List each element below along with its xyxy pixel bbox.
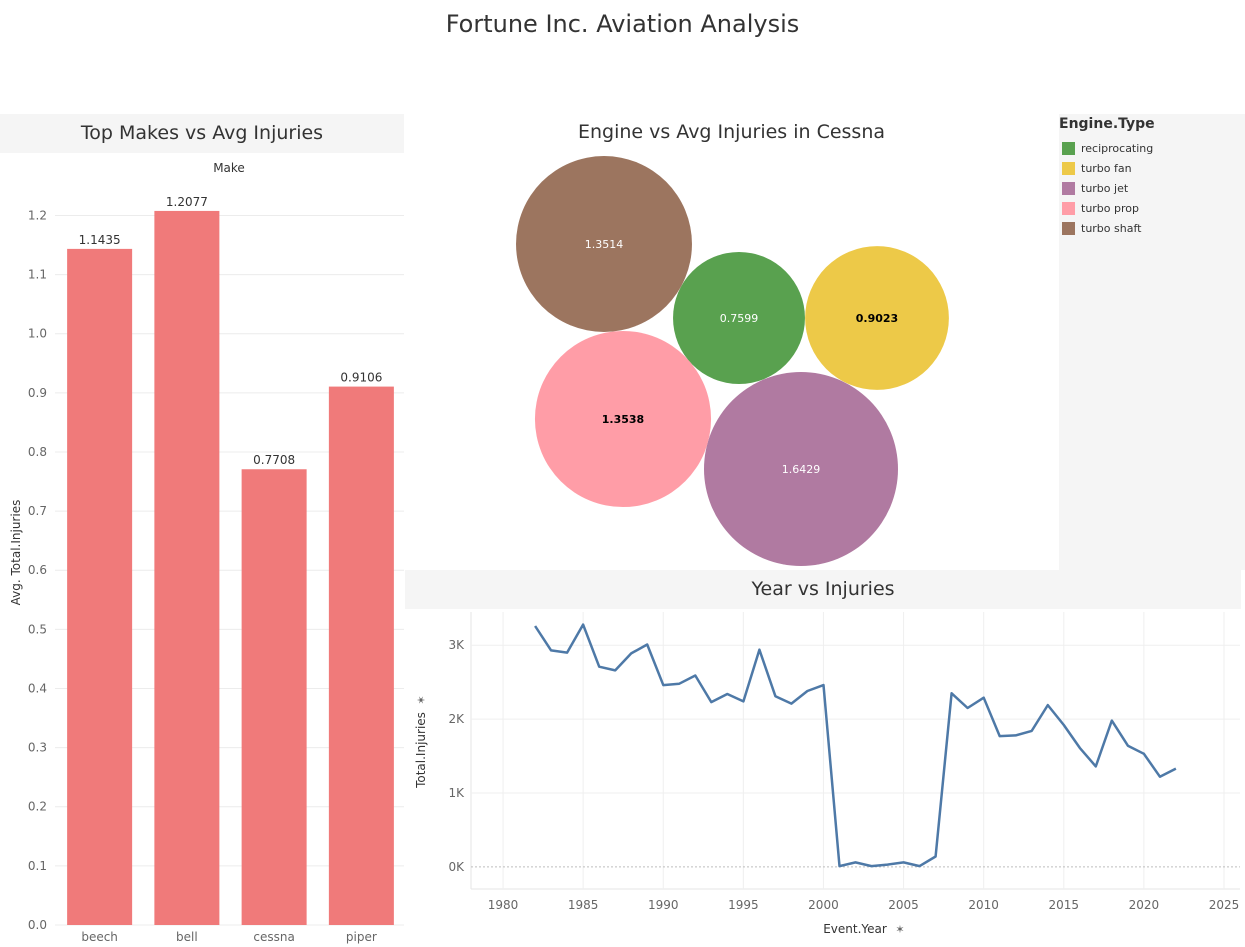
bubble-value-label: 0.7599 bbox=[720, 312, 759, 325]
legend-panel-background bbox=[1059, 114, 1245, 570]
y-axis-pin-icon: ✶ bbox=[415, 695, 428, 704]
line-y-tick-label: 3K bbox=[448, 638, 465, 652]
bubble-value-label: 1.3538 bbox=[602, 413, 644, 426]
bar-piper bbox=[328, 386, 394, 925]
bar-value-label: 0.9106 bbox=[340, 371, 382, 385]
bubble-value-label: 1.6429 bbox=[782, 463, 821, 476]
bar-x-tick-label: beech bbox=[81, 930, 118, 944]
bar-y-tick-label: 0.4 bbox=[28, 681, 47, 695]
line-x-tick-label: 2000 bbox=[808, 898, 839, 912]
bar-y-tick-label: 1.1 bbox=[28, 268, 47, 282]
legend-label: turbo jet bbox=[1081, 181, 1129, 195]
bubble-value-label: 1.3514 bbox=[585, 238, 624, 251]
line-x-tick-label: 2015 bbox=[1048, 898, 1079, 912]
bubble-panel-header: Engine vs Avg Injuries in Cessna bbox=[404, 114, 1059, 150]
legend-title: Engine.Type bbox=[1059, 116, 1155, 132]
line-x-tick-label: 1990 bbox=[648, 898, 679, 912]
legend-item-reciprocating[interactable]: reciprocating bbox=[1059, 138, 1245, 158]
bubble-turbo-shaft bbox=[516, 156, 692, 332]
bar-y-tick-label: 0.8 bbox=[28, 445, 47, 459]
bar-y-tick-label: 0.5 bbox=[28, 622, 47, 636]
line-y-axis-label: Total.Injuries bbox=[414, 712, 428, 789]
line-panel-header: Year vs Injuries bbox=[405, 570, 1241, 609]
bar-x-tick-label: piper bbox=[346, 930, 377, 944]
bar-value-label: 1.1435 bbox=[79, 233, 121, 247]
x-axis-pin-icon: ✶ bbox=[895, 923, 904, 936]
legend-item-turbo-jet[interactable]: turbo jet bbox=[1059, 178, 1245, 198]
line-y-tick-label: 2K bbox=[448, 712, 465, 726]
bar-beech bbox=[67, 248, 133, 925]
bar-x-tick-label: cessna bbox=[253, 930, 294, 944]
legend-label: turbo fan bbox=[1081, 161, 1132, 175]
bar-y-axis-label: Avg. Total.Injuries bbox=[9, 500, 23, 606]
bar-panel-header: Top Makes vs Avg Injuries bbox=[0, 114, 404, 153]
legend-item-turbo-prop[interactable]: turbo prop bbox=[1059, 198, 1245, 218]
dashboard-title: Fortune Inc. Aviation Analysis bbox=[445, 10, 800, 38]
bar-column-header: Make bbox=[213, 161, 245, 175]
bar-chart-title: Top Makes vs Avg Injuries bbox=[80, 122, 324, 144]
bar-y-tick-label: 0.1 bbox=[28, 859, 47, 873]
bubble-chart: 0.7599 0.9023 1.6429 1.3538 1.3514 bbox=[516, 156, 949, 566]
legend-item-turbo-fan[interactable]: turbo fan bbox=[1059, 158, 1245, 178]
line-y-tick-label: 0K bbox=[448, 860, 465, 874]
bar-y-tick-label: 1.2 bbox=[28, 208, 47, 222]
line-x-tick-label: 2025 bbox=[1209, 898, 1240, 912]
bar-cessna bbox=[241, 469, 307, 925]
line-x-tick-label: 1980 bbox=[488, 898, 519, 912]
line-x-tick-label: 1995 bbox=[728, 898, 759, 912]
bubble-turbo-jet bbox=[704, 372, 898, 566]
bar-y-tick-label: 0.2 bbox=[28, 800, 47, 814]
bar-y-tick-label: 0.3 bbox=[28, 741, 47, 755]
legend-label: turbo prop bbox=[1081, 201, 1139, 215]
bar-y-tick-label: 0.9 bbox=[28, 386, 47, 400]
bar-y-tick-label: 0.0 bbox=[28, 918, 47, 932]
legend-label: turbo shaft bbox=[1081, 221, 1142, 235]
bubble-reciprocating bbox=[673, 252, 805, 384]
engine-type-legend: Engine.Type reciprocating turbo fan turbo … bbox=[1059, 116, 1245, 238]
line-x-tick-label: 1985 bbox=[568, 898, 599, 912]
bar-y-tick-label: 0.6 bbox=[28, 563, 47, 577]
bubble-turbo-prop bbox=[534, 330, 712, 508]
legend-item-turbo-shaft[interactable]: turbo shaft bbox=[1059, 218, 1245, 238]
bar-chart: Make 0.0 0.1 0.2 0.3 0.4 0.5 0.6 0.7 0.8 0.9 1.0 1.1… bbox=[9, 161, 404, 944]
line-chart-title: Year vs Injuries bbox=[751, 578, 895, 600]
legend-label: reciprocating bbox=[1081, 141, 1154, 155]
bar-y-tick-label: 0.7 bbox=[28, 504, 47, 518]
bubble-turbo-fan bbox=[805, 246, 949, 390]
legend-swatch bbox=[1062, 221, 1075, 235]
bar-bell bbox=[154, 210, 220, 926]
bubble-chart-title: Engine vs Avg Injuries in Cessna bbox=[577, 121, 886, 143]
line-x-tick-label: 2005 bbox=[888, 898, 919, 912]
line-y-tick-label: 1K bbox=[448, 786, 465, 800]
bar-value-label: 0.7708 bbox=[253, 453, 295, 467]
bar-value-label: 1.2077 bbox=[166, 195, 208, 209]
legend-swatch bbox=[1062, 181, 1075, 195]
line-x-axis-label: Event.Year bbox=[823, 922, 887, 936]
bar-x-tick-label: bell bbox=[176, 930, 198, 944]
line-x-tick-label: 2020 bbox=[1129, 898, 1160, 912]
bubble-value-label: 0.9023 bbox=[856, 312, 898, 325]
bar-y-tick-label: 1.0 bbox=[28, 327, 47, 341]
line-x-tick-label: 2010 bbox=[968, 898, 999, 912]
line-series bbox=[534, 623, 1177, 868]
legend-swatch bbox=[1062, 141, 1075, 155]
legend-swatch bbox=[1062, 161, 1075, 175]
legend-swatch bbox=[1062, 201, 1075, 215]
